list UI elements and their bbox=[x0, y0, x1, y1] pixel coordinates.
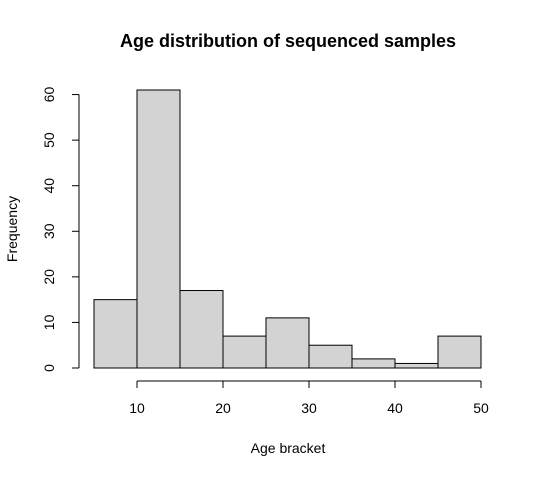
x-tick-label-10: 10 bbox=[129, 400, 145, 416]
y-tick-label-10: 10 bbox=[41, 314, 57, 330]
chart-title: Age distribution of sequenced samples bbox=[120, 31, 456, 51]
histogram-bar-20-25 bbox=[222, 335, 267, 369]
histogram-bar-30-35 bbox=[308, 344, 353, 369]
y-tick-label-20: 20 bbox=[41, 269, 57, 285]
y-tick-label-50: 50 bbox=[41, 132, 57, 148]
histogram-bar-5-10 bbox=[93, 299, 138, 369]
histogram-bar-15-20 bbox=[179, 290, 224, 369]
x-axis: 10 20 30 40 50 bbox=[129, 380, 489, 416]
histogram-bars bbox=[93, 89, 482, 369]
x-tick-label-50: 50 bbox=[473, 400, 489, 416]
histogram-bar-25-30 bbox=[265, 317, 310, 369]
y-axis: 0 10 20 30 40 50 60 bbox=[41, 87, 80, 372]
histogram-bar-10-15 bbox=[136, 89, 181, 369]
histogram-bar-40-45 bbox=[394, 362, 439, 369]
y-tick-label-0: 0 bbox=[41, 364, 57, 372]
histogram-bar-35-40 bbox=[351, 358, 396, 369]
y-tick-label-30: 30 bbox=[41, 223, 57, 239]
y-tick-label-40: 40 bbox=[41, 178, 57, 194]
y-tick-label-60: 60 bbox=[41, 87, 57, 103]
y-axis-label: Frequency bbox=[4, 196, 20, 262]
histogram-bar-45-50 bbox=[437, 335, 482, 369]
x-tick-label-30: 30 bbox=[301, 400, 317, 416]
x-tick-label-40: 40 bbox=[387, 400, 403, 416]
x-axis-label: Age bracket bbox=[251, 440, 326, 456]
x-tick-label-20: 20 bbox=[215, 400, 231, 416]
